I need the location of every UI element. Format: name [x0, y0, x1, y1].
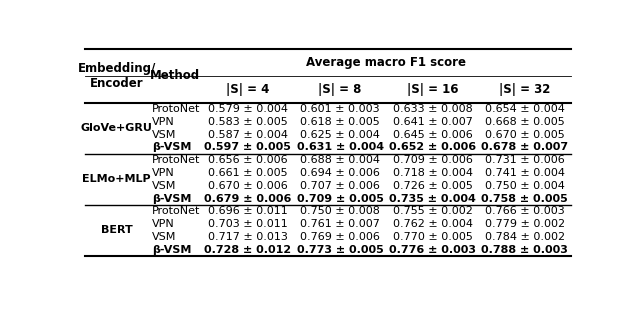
Text: β-VSM: β-VSM	[152, 142, 191, 152]
Text: VPN: VPN	[152, 117, 175, 127]
Text: 0.707 ± 0.006: 0.707 ± 0.006	[300, 181, 380, 191]
Text: 0.750 ± 0.008: 0.750 ± 0.008	[300, 206, 380, 216]
Text: 0.583 ± 0.005: 0.583 ± 0.005	[208, 117, 287, 127]
Text: VSM: VSM	[152, 232, 177, 242]
Text: |S| = 32: |S| = 32	[499, 83, 550, 96]
Text: 0.652 ± 0.006: 0.652 ± 0.006	[389, 142, 476, 152]
Text: 0.741 ± 0.004: 0.741 ± 0.004	[485, 168, 565, 178]
Text: |S| = 8: |S| = 8	[319, 83, 362, 96]
Text: 0.601 ± 0.003: 0.601 ± 0.003	[300, 104, 380, 114]
Text: 0.587 ± 0.004: 0.587 ± 0.004	[208, 130, 288, 140]
Text: 0.755 ± 0.002: 0.755 ± 0.002	[392, 206, 472, 216]
Text: 0.625 ± 0.004: 0.625 ± 0.004	[300, 130, 380, 140]
Text: Method: Method	[150, 70, 200, 83]
Text: 0.770 ± 0.005: 0.770 ± 0.005	[392, 232, 472, 242]
Text: 0.717 ± 0.013: 0.717 ± 0.013	[208, 232, 288, 242]
Text: 0.679 ± 0.006: 0.679 ± 0.006	[204, 193, 291, 204]
Text: 0.728 ± 0.012: 0.728 ± 0.012	[204, 245, 291, 255]
Text: 0.773 ± 0.005: 0.773 ± 0.005	[297, 245, 383, 255]
Text: 0.758 ± 0.005: 0.758 ± 0.005	[481, 193, 568, 204]
Text: 0.645 ± 0.006: 0.645 ± 0.006	[392, 130, 472, 140]
Text: 0.731 ± 0.006: 0.731 ± 0.006	[485, 155, 564, 165]
Text: 0.668 ± 0.005: 0.668 ± 0.005	[485, 117, 564, 127]
Text: 0.618 ± 0.005: 0.618 ± 0.005	[300, 117, 380, 127]
Text: 0.641 ± 0.007: 0.641 ± 0.007	[392, 117, 472, 127]
Text: 0.694 ± 0.006: 0.694 ± 0.006	[300, 168, 380, 178]
Text: Embedding/
Encoder: Embedding/ Encoder	[77, 62, 156, 90]
Text: 0.688 ± 0.004: 0.688 ± 0.004	[300, 155, 380, 165]
Text: ProtoNet: ProtoNet	[152, 206, 200, 216]
Text: 0.762 ± 0.004: 0.762 ± 0.004	[392, 219, 472, 229]
Text: 0.678 ± 0.007: 0.678 ± 0.007	[481, 142, 568, 152]
Text: 0.709 ± 0.006: 0.709 ± 0.006	[392, 155, 472, 165]
Text: ProtoNet: ProtoNet	[152, 155, 200, 165]
Text: |S| = 4: |S| = 4	[226, 83, 269, 96]
Text: 0.661 ± 0.005: 0.661 ± 0.005	[208, 168, 287, 178]
Text: 0.779 ± 0.002: 0.779 ± 0.002	[484, 219, 565, 229]
Text: β-VSM: β-VSM	[152, 193, 191, 204]
Text: 0.654 ± 0.004: 0.654 ± 0.004	[485, 104, 564, 114]
Text: 0.718 ± 0.004: 0.718 ± 0.004	[392, 168, 472, 178]
Text: 0.726 ± 0.005: 0.726 ± 0.005	[392, 181, 472, 191]
Text: 0.784 ± 0.002: 0.784 ± 0.002	[484, 232, 565, 242]
Text: BERT: BERT	[100, 226, 132, 235]
Text: 0.766 ± 0.003: 0.766 ± 0.003	[485, 206, 564, 216]
Text: ProtoNet: ProtoNet	[152, 104, 200, 114]
Text: VSM: VSM	[152, 181, 177, 191]
Text: 0.735 ± 0.004: 0.735 ± 0.004	[389, 193, 476, 204]
Text: Average macro F1 score: Average macro F1 score	[307, 56, 467, 69]
Text: 0.776 ± 0.003: 0.776 ± 0.003	[389, 245, 476, 255]
Text: VPN: VPN	[152, 219, 175, 229]
Text: ELMo+MLP: ELMo+MLP	[83, 174, 151, 184]
Text: 0.750 ± 0.004: 0.750 ± 0.004	[485, 181, 564, 191]
Text: 0.709 ± 0.005: 0.709 ± 0.005	[297, 193, 383, 204]
Text: 0.788 ± 0.003: 0.788 ± 0.003	[481, 245, 568, 255]
Text: 0.631 ± 0.004: 0.631 ± 0.004	[296, 142, 384, 152]
Text: 0.656 ± 0.006: 0.656 ± 0.006	[208, 155, 287, 165]
Text: β-VSM: β-VSM	[152, 245, 191, 255]
Text: 0.597 ± 0.005: 0.597 ± 0.005	[204, 142, 291, 152]
Text: 0.670 ± 0.005: 0.670 ± 0.005	[485, 130, 564, 140]
Text: GloVe+GRU: GloVe+GRU	[81, 123, 152, 133]
Text: VSM: VSM	[152, 130, 177, 140]
Text: 0.579 ± 0.004: 0.579 ± 0.004	[208, 104, 288, 114]
Text: 0.761 ± 0.007: 0.761 ± 0.007	[300, 219, 380, 229]
Text: 0.703 ± 0.011: 0.703 ± 0.011	[208, 219, 287, 229]
Text: 0.670 ± 0.006: 0.670 ± 0.006	[208, 181, 287, 191]
Text: VPN: VPN	[152, 168, 175, 178]
Text: |S| = 16: |S| = 16	[407, 83, 458, 96]
Text: 0.696 ± 0.011: 0.696 ± 0.011	[208, 206, 287, 216]
Text: 0.769 ± 0.006: 0.769 ± 0.006	[300, 232, 380, 242]
Text: 0.633 ± 0.008: 0.633 ± 0.008	[392, 104, 472, 114]
